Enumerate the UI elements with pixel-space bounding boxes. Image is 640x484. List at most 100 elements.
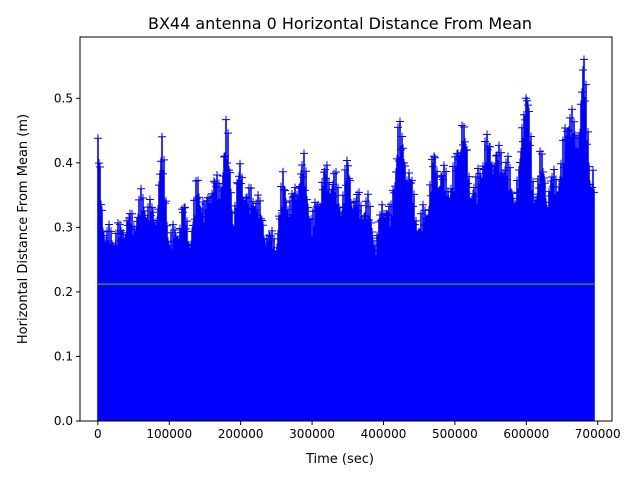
data-point-marker — [182, 224, 190, 233]
data-point-marker — [409, 202, 417, 211]
data-point-marker — [431, 153, 439, 162]
data-point-marker — [254, 191, 262, 200]
data-point-marker — [483, 130, 491, 139]
data-point-marker — [160, 155, 168, 164]
data-point-marker — [368, 227, 376, 236]
data-point-marker — [236, 159, 244, 168]
data-point-marker — [195, 193, 203, 202]
data-point-marker — [162, 197, 170, 206]
data-point-marker — [223, 159, 231, 168]
data-point-marker — [582, 80, 590, 89]
data-point-marker — [259, 221, 267, 230]
data-point-marker — [163, 221, 171, 230]
data-point-marker — [268, 226, 276, 235]
data-point-marker — [525, 107, 533, 116]
data-point-marker — [465, 172, 473, 181]
data-point-marker — [302, 167, 310, 176]
data-point-marker — [346, 176, 354, 185]
x-tick-label: 400000 — [361, 427, 407, 441]
data-point-marker — [345, 174, 353, 183]
data-point-marker — [580, 55, 588, 64]
data-point-marker — [148, 203, 156, 212]
data-point-marker — [458, 121, 466, 130]
data-point-marker — [410, 190, 418, 199]
data-point-marker — [344, 161, 352, 170]
data-point-marker — [430, 152, 438, 161]
data-point-marker — [194, 176, 202, 185]
data-point-marker — [550, 165, 558, 174]
data-point-marker — [335, 203, 343, 212]
x-tick-label: 200000 — [218, 427, 264, 441]
data-point-marker — [579, 66, 587, 75]
data-point-marker — [149, 208, 157, 217]
data-point-marker — [509, 194, 517, 203]
data-point-marker — [433, 167, 441, 176]
data-point-marker — [158, 132, 166, 141]
data-point-marker — [495, 141, 503, 150]
data-point-marker — [464, 179, 472, 188]
data-point-marker — [291, 183, 299, 192]
data-point-marker — [116, 220, 124, 229]
data-point-marker — [364, 190, 372, 199]
data-point-marker — [589, 166, 597, 175]
data-point-marker — [94, 134, 102, 143]
x-tick-label: 700000 — [575, 427, 621, 441]
data-point-marker — [355, 188, 363, 197]
data-point-marker — [238, 173, 246, 182]
data-point-marker — [117, 226, 125, 235]
data-point-marker — [540, 174, 548, 182]
data-point-marker — [401, 162, 409, 171]
data-point-marker — [343, 156, 351, 165]
data-point-marker — [107, 227, 115, 236]
data-point-marker — [366, 202, 374, 211]
chart-title: BX44 antenna 0 Horizontal Distance From … — [148, 14, 532, 33]
data-point-marker — [139, 194, 147, 203]
x-tick-label: 0 — [94, 427, 102, 441]
data-point-marker — [280, 185, 288, 194]
y-tick-label: 0.3 — [54, 220, 73, 234]
data-point-marker — [332, 168, 340, 177]
data-point-marker — [460, 122, 468, 131]
data-point-marker — [98, 206, 106, 215]
data-point-marker — [396, 117, 404, 126]
data-point-marker — [159, 169, 167, 178]
data-point-marker — [497, 148, 505, 157]
data-point-marker — [224, 129, 232, 138]
data-point-marker — [95, 159, 103, 168]
data-point-marker — [181, 203, 189, 212]
scatter-series — [94, 55, 598, 421]
data-point-marker — [461, 137, 469, 146]
data-point-marker — [529, 177, 537, 186]
axes-frame — [79, 36, 613, 422]
data-point-marker — [137, 184, 145, 193]
data-point-marker — [408, 176, 416, 185]
x-tick-label: 100000 — [146, 427, 192, 441]
y-tick-label: 0.0 — [54, 414, 73, 428]
data-point-marker — [97, 200, 105, 209]
data-point-marker — [568, 105, 576, 114]
y-tick-label: 0.4 — [54, 156, 73, 170]
data-point-marker — [169, 220, 177, 229]
data-point-marker — [304, 203, 312, 212]
data-point-marker — [282, 198, 290, 207]
data-point-marker — [140, 206, 148, 215]
data-point-marker — [508, 189, 516, 198]
data-point-marker — [323, 161, 331, 170]
data-point-marker — [99, 227, 107, 236]
data-point-marker — [412, 216, 420, 225]
data-point-marker — [222, 115, 230, 124]
data-point-marker — [270, 234, 278, 243]
data-point-marker — [528, 190, 536, 199]
data-point-marker — [325, 178, 333, 187]
data-point-marker — [486, 142, 494, 151]
data-point-marker — [279, 167, 287, 176]
data-point-marker — [114, 218, 122, 227]
x-tick-label: 500000 — [432, 427, 478, 441]
data-point-marker — [183, 217, 191, 226]
y-tick-label: 0.1 — [54, 349, 73, 363]
data-point-marker — [146, 195, 154, 204]
data-point-marker — [526, 141, 534, 150]
data-point-marker — [523, 96, 531, 105]
